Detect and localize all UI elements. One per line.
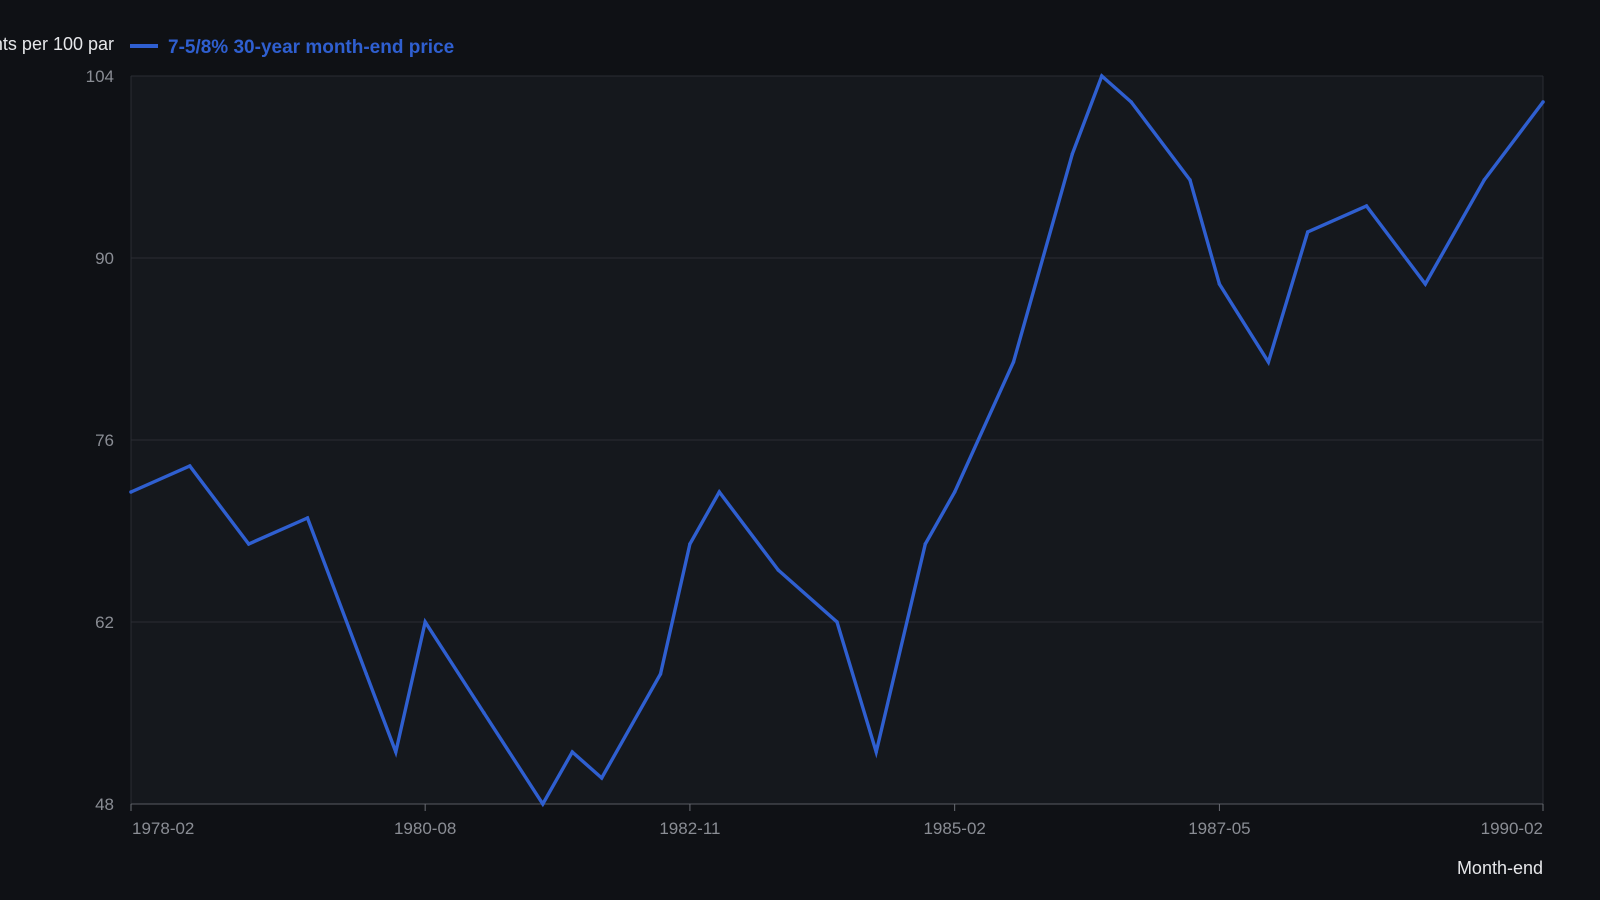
data-point	[129, 490, 133, 494]
data-point	[394, 750, 398, 754]
data-point	[1100, 74, 1104, 78]
data-point	[1305, 230, 1310, 234]
data-point	[305, 516, 310, 520]
y-tick-label: 76	[95, 431, 114, 450]
data-point	[658, 672, 663, 676]
data-point	[599, 776, 604, 780]
x-tick-label: 1980-08	[394, 819, 456, 838]
data-point	[1266, 360, 1271, 364]
data-point	[541, 802, 545, 806]
legend-label: 7-5/8% 30-year month-end price	[168, 37, 454, 58]
data-point	[246, 542, 251, 546]
data-point	[1070, 152, 1075, 156]
y-tick-label: 90	[95, 249, 114, 268]
x-tick-label: 1982-11	[659, 819, 720, 838]
axes: 48 62 76 90 104 1978-02 1980-08 1982-11 1985-02 1…	[86, 67, 1544, 838]
data-point	[1482, 178, 1486, 182]
data-point	[1541, 100, 1545, 104]
x-tick-label: 1987-05	[1188, 819, 1250, 838]
data-point	[482, 711, 486, 715]
y-tick-label: 104	[86, 67, 114, 86]
data-point	[188, 464, 192, 468]
series-layer	[129, 73, 1545, 808]
data-point	[1217, 282, 1222, 286]
data-point	[364, 672, 369, 676]
x-tick-label: 1978-02	[132, 819, 194, 838]
data-point	[952, 490, 957, 494]
data-point	[1364, 204, 1369, 208]
data-point	[923, 542, 927, 546]
y-tick-label: 48	[95, 795, 114, 814]
data-point	[874, 750, 878, 754]
data-point	[1423, 282, 1428, 286]
data-point	[776, 568, 780, 572]
x-axis-title: Month-end	[1457, 858, 1543, 878]
data-point	[1129, 100, 1133, 104]
data-point	[1011, 360, 1016, 364]
data-point	[1188, 178, 1192, 182]
legend: 7-5/8% 30-year month-end price	[130, 37, 454, 58]
x-tick-label: 1985-02	[923, 819, 985, 838]
data-point	[570, 750, 574, 754]
x-tick-label: 1990-02	[1481, 819, 1543, 838]
y-axis-title: Points per 100 par	[0, 34, 114, 54]
data-point	[835, 620, 839, 624]
data-point	[688, 542, 692, 546]
y-tick-label: 62	[95, 613, 114, 632]
data-point	[423, 620, 427, 624]
data-point	[717, 490, 722, 494]
